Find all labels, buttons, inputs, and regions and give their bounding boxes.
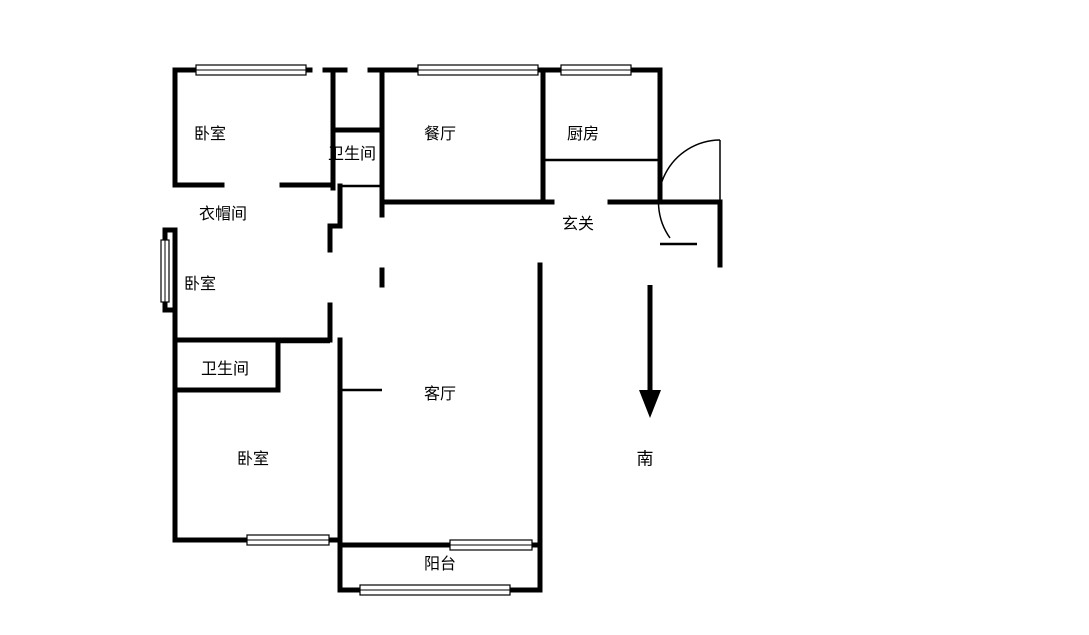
- label-bedroom-3: 卧室: [237, 450, 269, 468]
- label-entry: 玄关: [562, 215, 594, 233]
- label-living: 客厅: [424, 385, 456, 403]
- label-kitchen: 厨房: [567, 125, 599, 143]
- label-bathroom-2: 卫生间: [201, 360, 249, 378]
- label-bathroom-1: 卫生间: [328, 145, 376, 163]
- label-balcony: 阳台: [424, 555, 456, 573]
- label-closet: 衣帽间: [199, 205, 247, 223]
- label-bedroom-2: 卧室: [184, 275, 216, 293]
- floor-plan: 卧室 卫生间 衣帽间 卧室 卫生间 卧室 餐厅 厨房 玄关 客厅 阳台 南: [0, 0, 1089, 635]
- label-dining: 餐厅: [424, 125, 456, 143]
- label-bedroom-1: 卧室: [194, 125, 226, 143]
- label-south: 南: [637, 449, 654, 468]
